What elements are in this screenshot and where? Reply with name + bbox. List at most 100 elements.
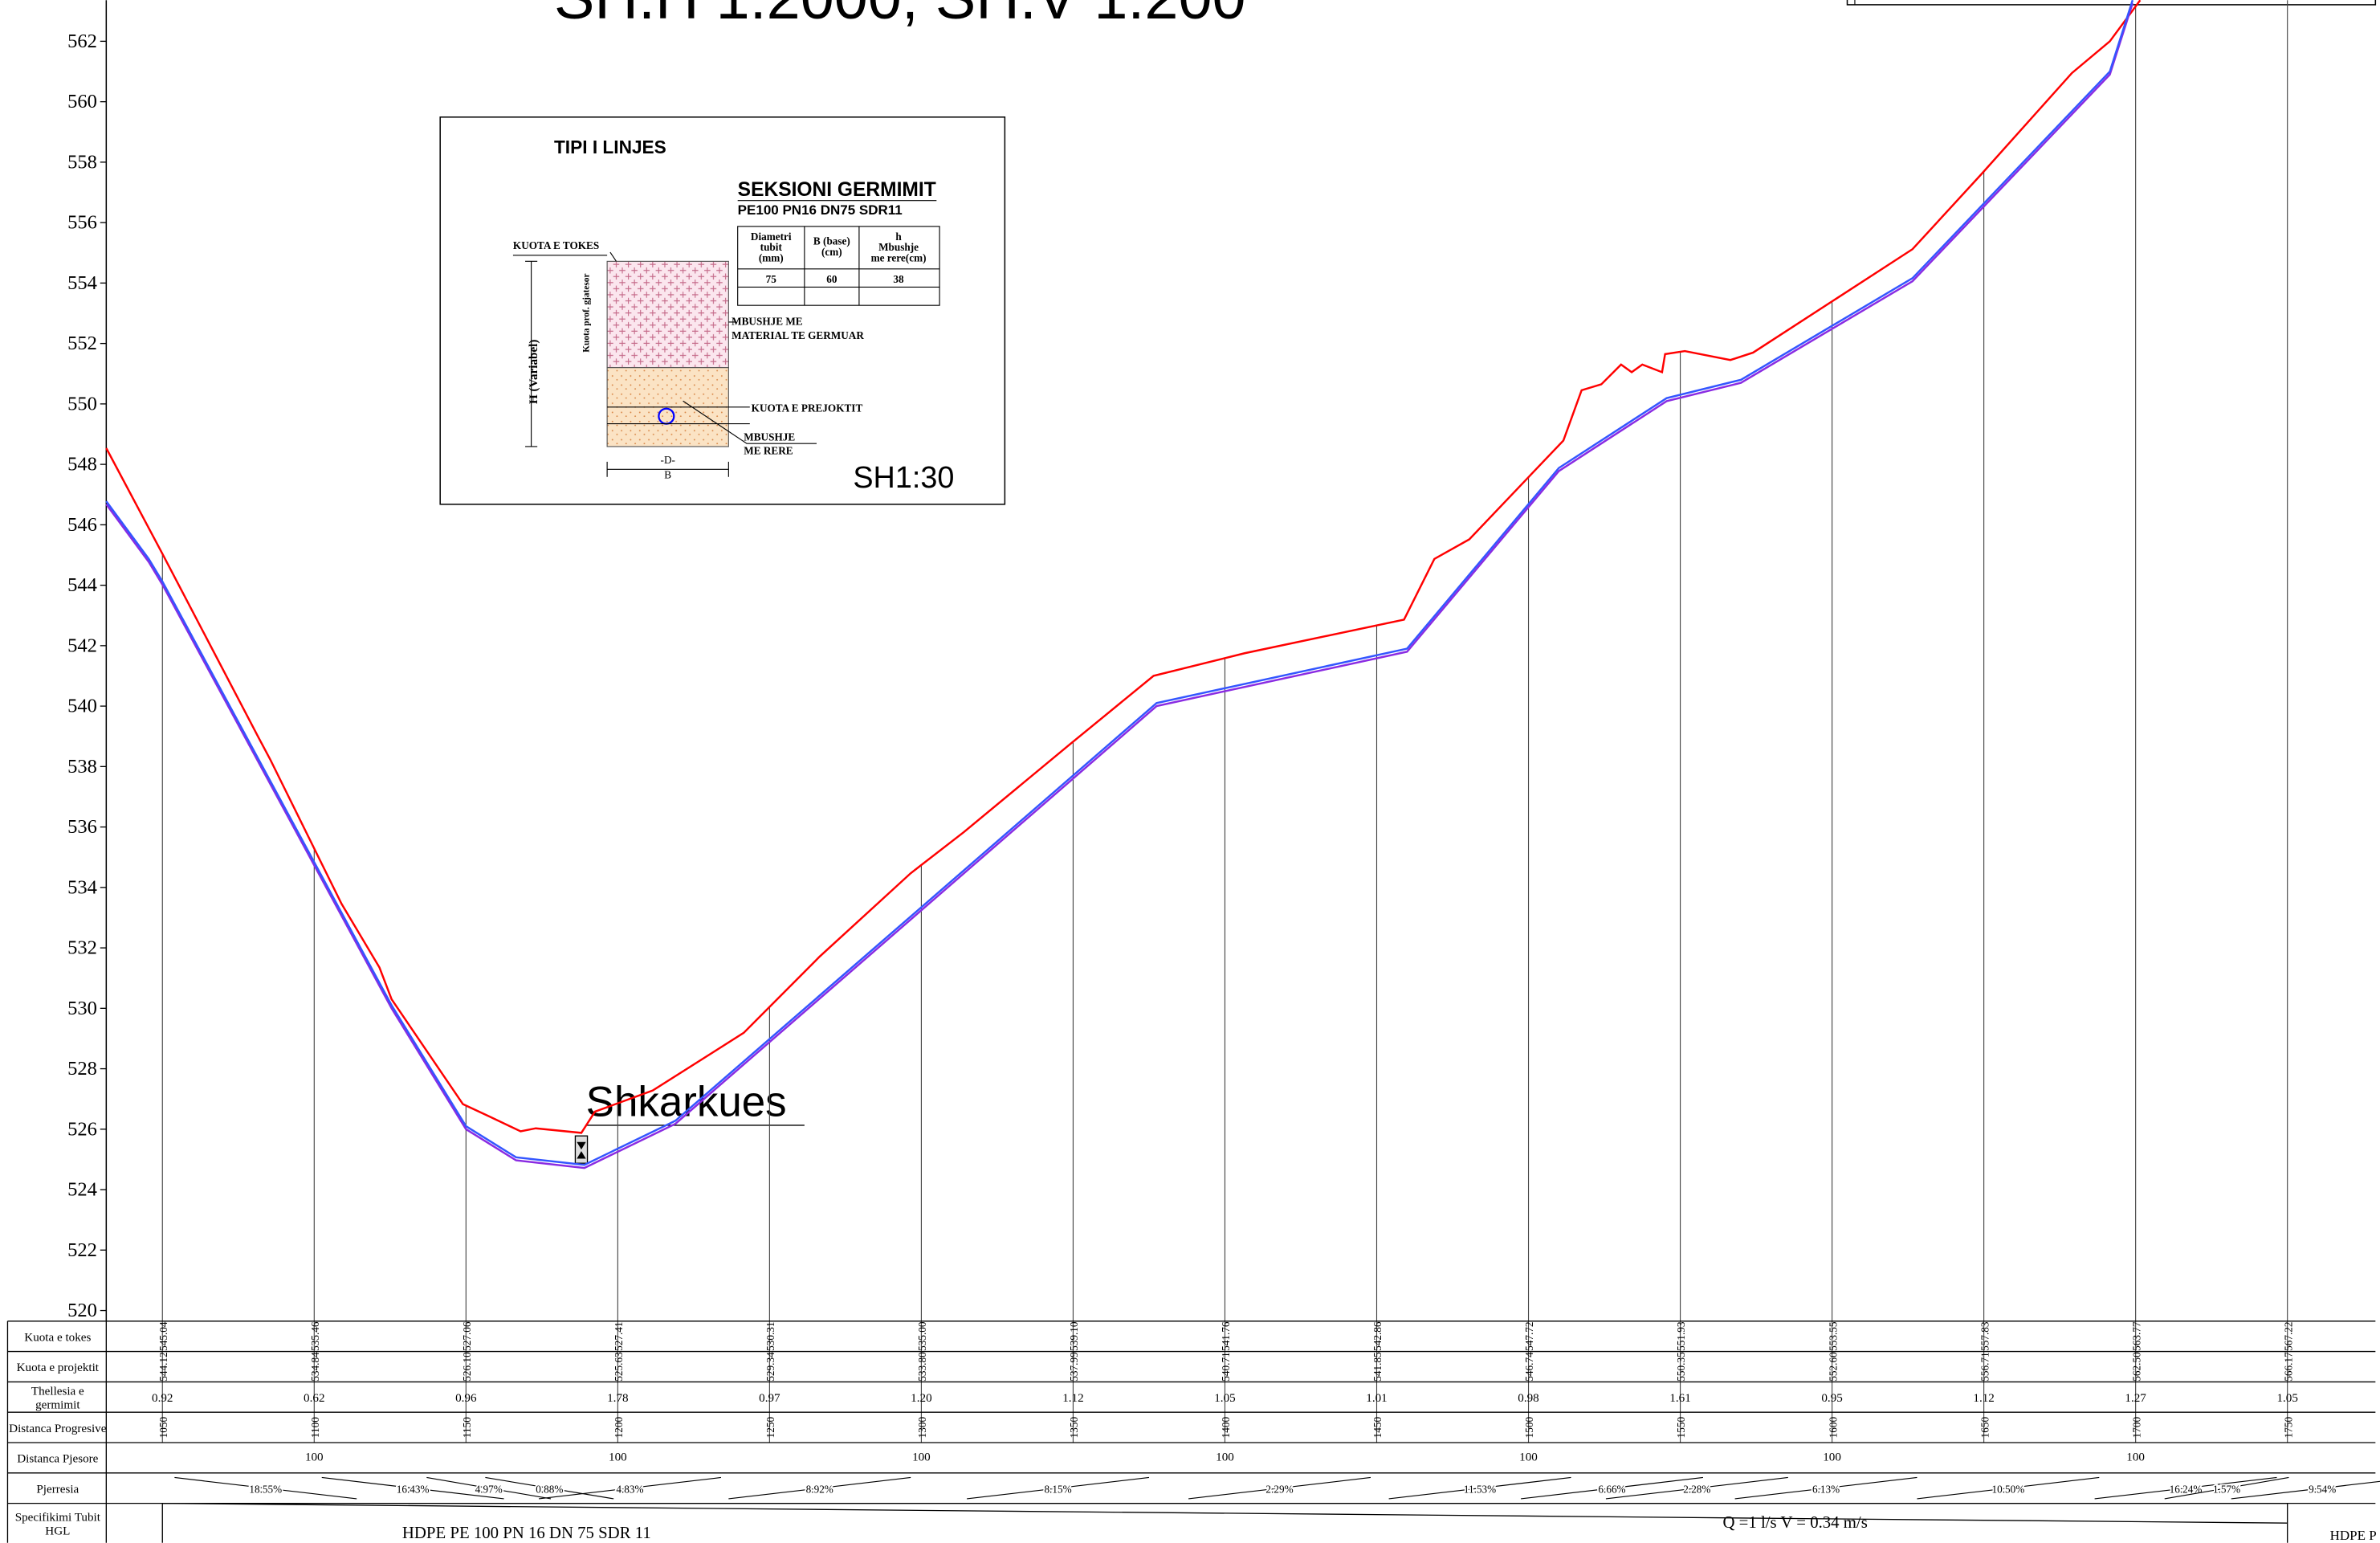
y-tick-label: 534 — [67, 876, 97, 898]
depth-label: 1.27 — [2125, 1392, 2146, 1405]
inset-header: Mbushje — [878, 241, 919, 253]
y-tick-label: 548 — [67, 454, 97, 476]
row-label: HGL — [45, 1525, 70, 1537]
chainage-label: 1700 — [2130, 1417, 2142, 1439]
project-label: 526.10 — [461, 1352, 473, 1382]
slope-line — [538, 1476, 721, 1500]
title-block — [1846, 0, 2377, 6]
project-label: 537.99 — [1068, 1352, 1080, 1382]
chainage-label: 1500 — [1523, 1417, 1535, 1439]
inset-header: (cm) — [821, 246, 842, 258]
y-tick-label: 528 — [67, 1058, 97, 1080]
depth-label: 1.61 — [1669, 1392, 1690, 1405]
depth-label: 0.97 — [759, 1392, 780, 1405]
depth-label: 1.05 — [1214, 1392, 1235, 1405]
project-label: 552.60 — [1827, 1352, 1839, 1382]
slope-label: 9.54% — [2309, 1483, 2336, 1495]
ground-label: 527.06 — [461, 1321, 473, 1351]
y-tick-label: 526 — [67, 1118, 97, 1140]
chainage-label: 1550 — [1675, 1417, 1687, 1439]
project-label: 525.63 — [613, 1352, 625, 1382]
partial-distance: 100 — [1519, 1451, 1538, 1464]
depth-label: 1.20 — [911, 1392, 931, 1405]
y-tick-label: 530 — [67, 998, 97, 1019]
inset-header: (mm) — [759, 251, 784, 263]
pipe-box — [161, 1502, 2288, 1543]
chainage-label: 1100 — [309, 1417, 321, 1438]
inset-header: tubit — [760, 241, 783, 253]
y-tick-label: 560 — [67, 91, 97, 112]
y-tick-label: 524 — [67, 1179, 97, 1201]
row-label: Pjerresia — [36, 1483, 79, 1496]
y-tick-label: 536 — [67, 816, 97, 838]
y-tick-label: 540 — [67, 696, 97, 717]
d-label: -D- — [661, 454, 675, 466]
profile-level-label: Kuota prof. gjatesor — [581, 273, 591, 352]
slope-label: 11.53% — [1464, 1483, 1496, 1495]
ground-label: 535.46 — [309, 1321, 321, 1351]
profile-line — [105, 0, 2142, 1134]
slope-line — [967, 1476, 1150, 1500]
ground-label: 551.93 — [1675, 1321, 1687, 1351]
slope-label: 0.88% — [536, 1483, 563, 1495]
inset-value: 60 — [826, 273, 837, 285]
slope-label: 6.13% — [1812, 1483, 1840, 1495]
project-label: 550.35 — [1675, 1352, 1687, 1382]
slope-label: 10.50% — [1991, 1483, 2024, 1495]
row-label: Distanca Progresive — [9, 1423, 107, 1435]
chainage-label: 1050 — [157, 1417, 169, 1439]
slope-line — [426, 1476, 552, 1500]
inset-header: Diametri — [751, 231, 792, 243]
depth-label: 0.95 — [1821, 1392, 1842, 1405]
ground-label: 553.55 — [1827, 1321, 1839, 1351]
project-label: 541.85 — [1371, 1352, 1384, 1382]
partial-distance: 100 — [2126, 1451, 2145, 1464]
chainage-label: 1350 — [1068, 1417, 1080, 1439]
depth-label: 0.62 — [304, 1392, 324, 1405]
fill-sand-2: ME RERE — [744, 444, 793, 456]
dimension-lines — [512, 251, 817, 477]
profile-line — [105, 0, 2134, 1166]
depth-label: 1.05 — [2276, 1392, 2297, 1405]
partial-distance: 100 — [609, 1451, 627, 1464]
project-label: 533.80 — [916, 1352, 928, 1382]
chainage-label: 1600 — [1827, 1417, 1839, 1439]
slope-label: 6.66% — [1598, 1483, 1625, 1495]
chainage-label: 1650 — [1979, 1417, 1991, 1439]
y-tick-label: 522 — [67, 1239, 97, 1261]
slope-label: 2.28% — [1683, 1483, 1710, 1495]
chainage-label: 1750 — [2282, 1417, 2294, 1439]
y-tick-label: 556 — [67, 212, 97, 234]
y-tick-label: 562 — [67, 31, 97, 52]
ground-label: 527.41 — [613, 1322, 625, 1351]
project-label: 540.71 — [1220, 1352, 1232, 1381]
row-label: Kuota e tokes — [24, 1331, 91, 1344]
ground-label: 542.86 — [1371, 1321, 1384, 1351]
b-label: B — [664, 469, 671, 481]
partial-distance: 100 — [1823, 1451, 1841, 1464]
inset-header: me rere(cm) — [871, 251, 927, 263]
y-tick-label: 520 — [67, 1300, 97, 1321]
depth-label: 0.98 — [1518, 1392, 1538, 1405]
inset-title: TIPI I LINJES — [554, 137, 666, 157]
row-label: Thellesia e — [31, 1385, 84, 1398]
slope-line — [485, 1476, 614, 1500]
depth-label: 0.92 — [152, 1392, 173, 1405]
y-tick-label: 532 — [67, 937, 97, 959]
chart-title: SH.H 1:2000, SH.V 1:200 — [554, 0, 1246, 32]
slope-line — [1388, 1476, 1571, 1500]
slope-line — [1188, 1476, 1371, 1500]
fill-material-1: MBUSHJE ME — [732, 316, 803, 328]
slope-label: 8.15% — [1044, 1483, 1071, 1495]
chainage-label: 1300 — [916, 1417, 928, 1439]
slope-line — [1521, 1476, 1703, 1500]
project-label: 544.12 — [157, 1352, 169, 1381]
chainage-label: 1450 — [1371, 1417, 1384, 1439]
chainage-label: 1150 — [461, 1417, 473, 1438]
ground-label: 557.83 — [1979, 1321, 1991, 1351]
profile-line — [105, 2, 2134, 1169]
row-label: Distanca Pjesore — [17, 1453, 98, 1466]
chainage-label: 1400 — [1220, 1417, 1232, 1439]
project-label: 562.50 — [2130, 1352, 2142, 1382]
